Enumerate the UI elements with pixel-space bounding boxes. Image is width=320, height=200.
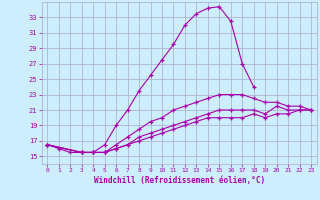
X-axis label: Windchill (Refroidissement éolien,°C): Windchill (Refroidissement éolien,°C): [94, 176, 265, 185]
